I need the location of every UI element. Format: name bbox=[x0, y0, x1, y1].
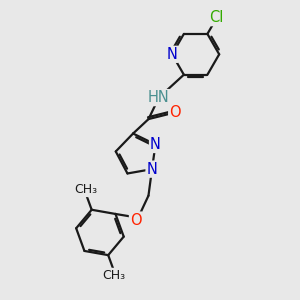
Text: O: O bbox=[130, 213, 142, 228]
Text: CH₃: CH₃ bbox=[74, 183, 97, 196]
Text: N: N bbox=[167, 47, 178, 62]
Text: HN: HN bbox=[148, 90, 170, 105]
Text: O: O bbox=[169, 105, 181, 120]
Text: N: N bbox=[150, 137, 161, 152]
Text: Cl: Cl bbox=[209, 10, 224, 25]
Text: CH₃: CH₃ bbox=[103, 269, 126, 282]
Text: N: N bbox=[147, 162, 158, 177]
